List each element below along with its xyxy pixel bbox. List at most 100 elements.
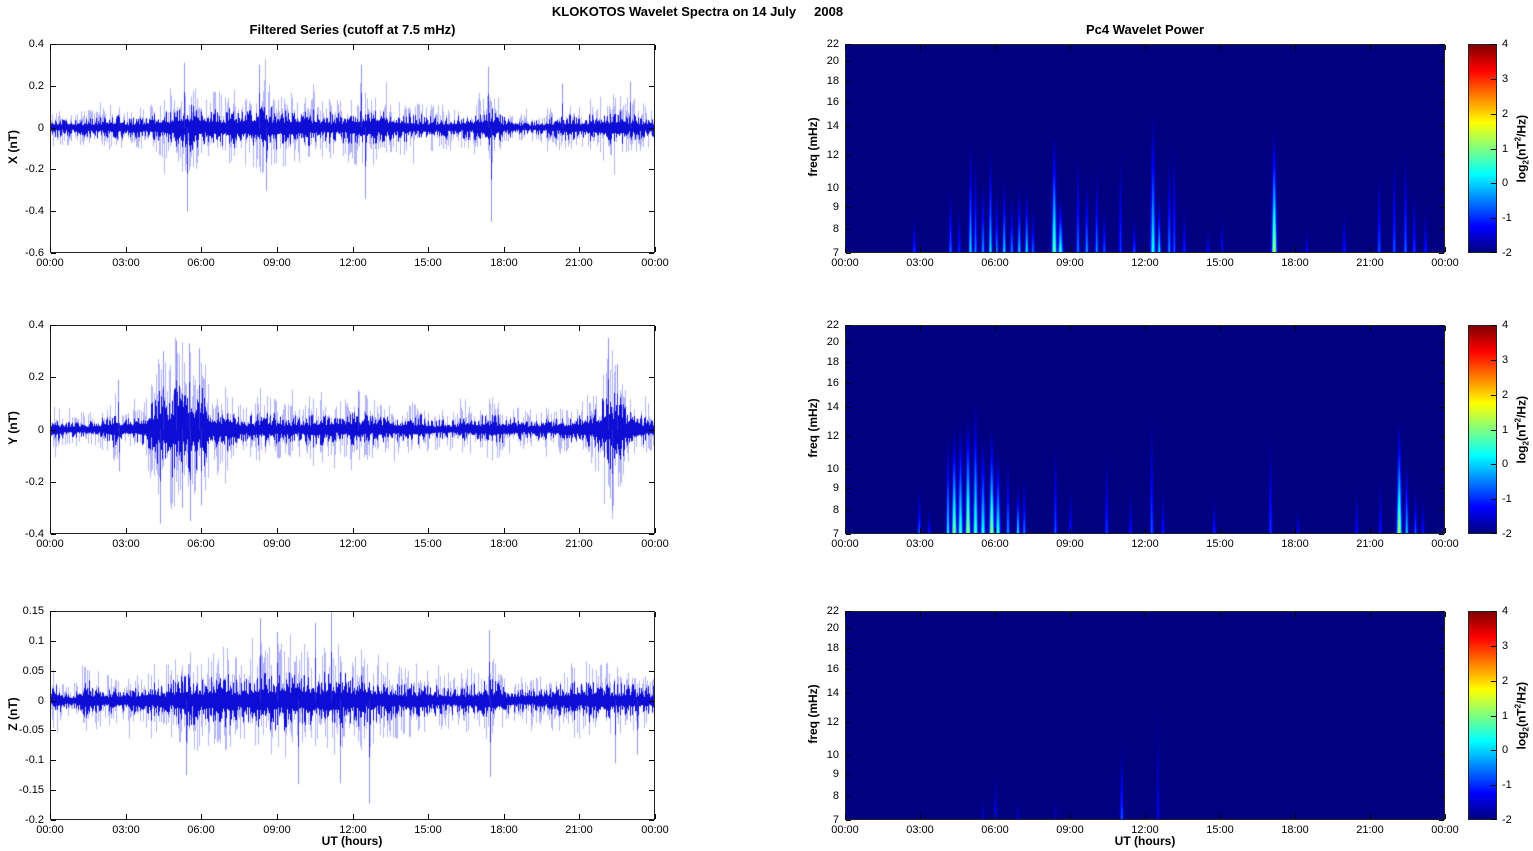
x-tick-label: 00:00 [1431,257,1459,269]
x-tick-mark [353,247,354,252]
x-tick-mark [277,45,278,50]
x-tick-label: 18:00 [490,538,518,550]
colorbar-tick-label: -2 [1502,528,1512,540]
y-series-panel [50,325,655,534]
y-tick-label: -0.15 [18,784,44,796]
x-tick-label: 09:00 [263,257,291,269]
x-tick-label: 06:00 [981,824,1009,836]
x-tick-mark [1445,814,1446,819]
x-tick-mark [201,326,202,331]
x-tick-label: 15:00 [1206,257,1234,269]
y-tick-mark [649,253,654,254]
y-tick-label: 10 [826,182,839,194]
x-tick-mark [920,528,921,533]
y-tick-label: -0.2 [25,814,44,826]
y-tick-mark [846,188,851,189]
y-tick-mark [1439,342,1444,343]
x-tick-mark [201,247,202,252]
x-tick-mark [995,528,996,533]
y-axis-label-x: X (nT) [6,130,20,164]
x-tick-mark [50,612,51,617]
x-tick-mark [50,247,51,252]
y-tick-label: 0.1 [28,635,44,647]
y-tick-mark [1439,669,1444,670]
colorbar-tick-label: 4 [1502,319,1509,331]
colorbar-tick-label: -1 [1502,779,1512,791]
x-tick-mark [845,326,846,331]
x-tick-mark [126,326,127,331]
y-tick-label: 14 [826,401,839,413]
x-tick-mark [655,528,656,533]
y-tick-mark [51,482,56,483]
x-tick-mark [1445,326,1446,331]
y-tick-label: 10 [826,749,839,761]
y-tick-mark [51,790,56,791]
x-tick-mark [126,45,127,50]
x-tick-label: 21:00 [1356,538,1384,550]
y-tick-mark [51,641,56,642]
x-tick-label: 06:00 [187,257,215,269]
y-tick-mark [649,377,654,378]
figure-title: KLOKOTOS Wavelet Spectra on 14 July 2008 [551,4,844,19]
y-tick-mark [649,820,654,821]
x-tick-label: 15:00 [1206,824,1234,836]
x-tick-mark [655,814,656,819]
x-tick-mark [995,326,996,331]
x-tick-mark [428,45,429,50]
y-tick-mark [1439,755,1444,756]
colorbar-tick-mark [1491,360,1496,361]
colorbar-tick-mark [1491,646,1496,647]
x-tick-mark [277,814,278,819]
x-tick-mark [655,45,656,50]
colorbar-tick-label: 0 [1502,177,1509,189]
y-tick-label: 18 [826,642,839,654]
colorbar-tick-mark [1491,499,1496,500]
x-tick-mark [1145,247,1146,252]
y-wavelet-panel [845,325,1445,534]
colorbar-tick-mark [1491,533,1496,534]
x-tick-mark [845,612,846,617]
colorbar-tick-mark [1491,819,1496,820]
x-tick-label: 06:00 [187,824,215,836]
x-tick-mark [50,326,51,331]
x-tick-mark [201,528,202,533]
y-tick-label: 7 [832,247,839,259]
y-tick-mark [1439,325,1444,326]
y-tick-label: 12 [826,716,839,728]
x-tick-label: 09:00 [263,824,291,836]
y-tick-mark [649,760,654,761]
x-tick-label: 21:00 [1356,257,1384,269]
y-tick-mark [846,534,851,535]
x-tick-label: 12:00 [1131,257,1159,269]
y-tick-mark [649,44,654,45]
y-tick-mark [846,693,851,694]
x-tick-mark [579,612,580,617]
colorbar-tick-label: -2 [1502,814,1512,826]
y-tick-mark [846,44,851,45]
x-tick-label: 09:00 [1056,824,1084,836]
x-tick-mark [920,814,921,819]
x-wavelet-panel [845,44,1445,253]
colorbar-tick-label: 4 [1502,38,1509,50]
colorbar-tick-mark [1491,785,1496,786]
x-tick-label: 00:00 [1431,538,1459,550]
colorbar-tick-mark [1491,430,1496,431]
y-tick-mark [846,611,851,612]
x-tick-label: 09:00 [1056,257,1084,269]
x-tick-mark [1295,528,1296,533]
x-tick-mark [1145,612,1146,617]
y-tick-mark [846,126,851,127]
y-tick-label: 0.4 [28,38,44,50]
y-tick-mark [846,362,851,363]
y-tick-label: -0.4 [25,528,44,540]
x-tick-mark [845,45,846,50]
y-tick-label: 22 [826,605,839,617]
x-tick-mark [1220,612,1221,617]
x-tick-label: 03:00 [112,824,140,836]
y-tick-mark [1439,722,1444,723]
x-tick-mark [995,247,996,252]
x-tick-label: 00:00 [831,538,859,550]
y-tick-mark [649,430,654,431]
y-tick-mark [846,383,851,384]
